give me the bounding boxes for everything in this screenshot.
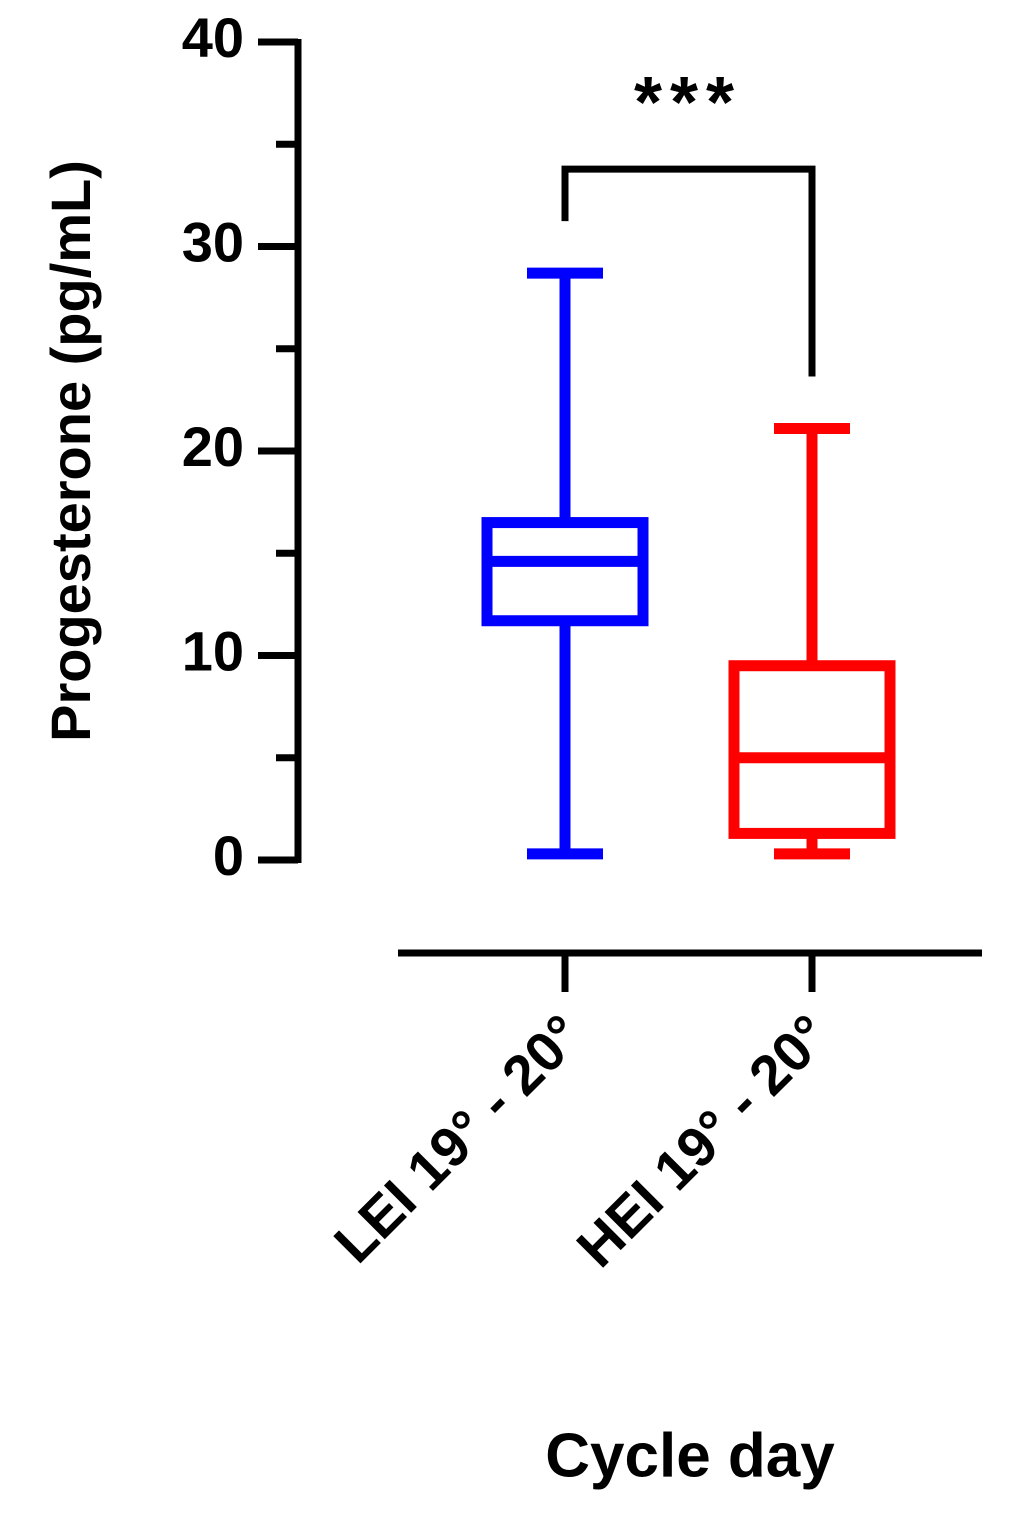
- x-tick-label: LEI 19° - 20°: [322, 1002, 594, 1274]
- y-tick-label: 40: [182, 6, 244, 69]
- y-tick-label: 20: [182, 415, 244, 478]
- y-axis-label: Progesterone (pg/mL): [39, 160, 102, 742]
- y-tick-label: 30: [182, 210, 244, 273]
- x-tick-label: HEI 19° - 20°: [564, 1002, 841, 1279]
- box: [481, 517, 649, 627]
- box: [728, 660, 896, 839]
- y-tick-label: 0: [213, 824, 244, 887]
- x-axis-label: Cycle day: [545, 1421, 835, 1490]
- y-tick-label: 10: [182, 619, 244, 682]
- significance-label: ***: [634, 63, 742, 143]
- significance-bracket: [561, 165, 816, 377]
